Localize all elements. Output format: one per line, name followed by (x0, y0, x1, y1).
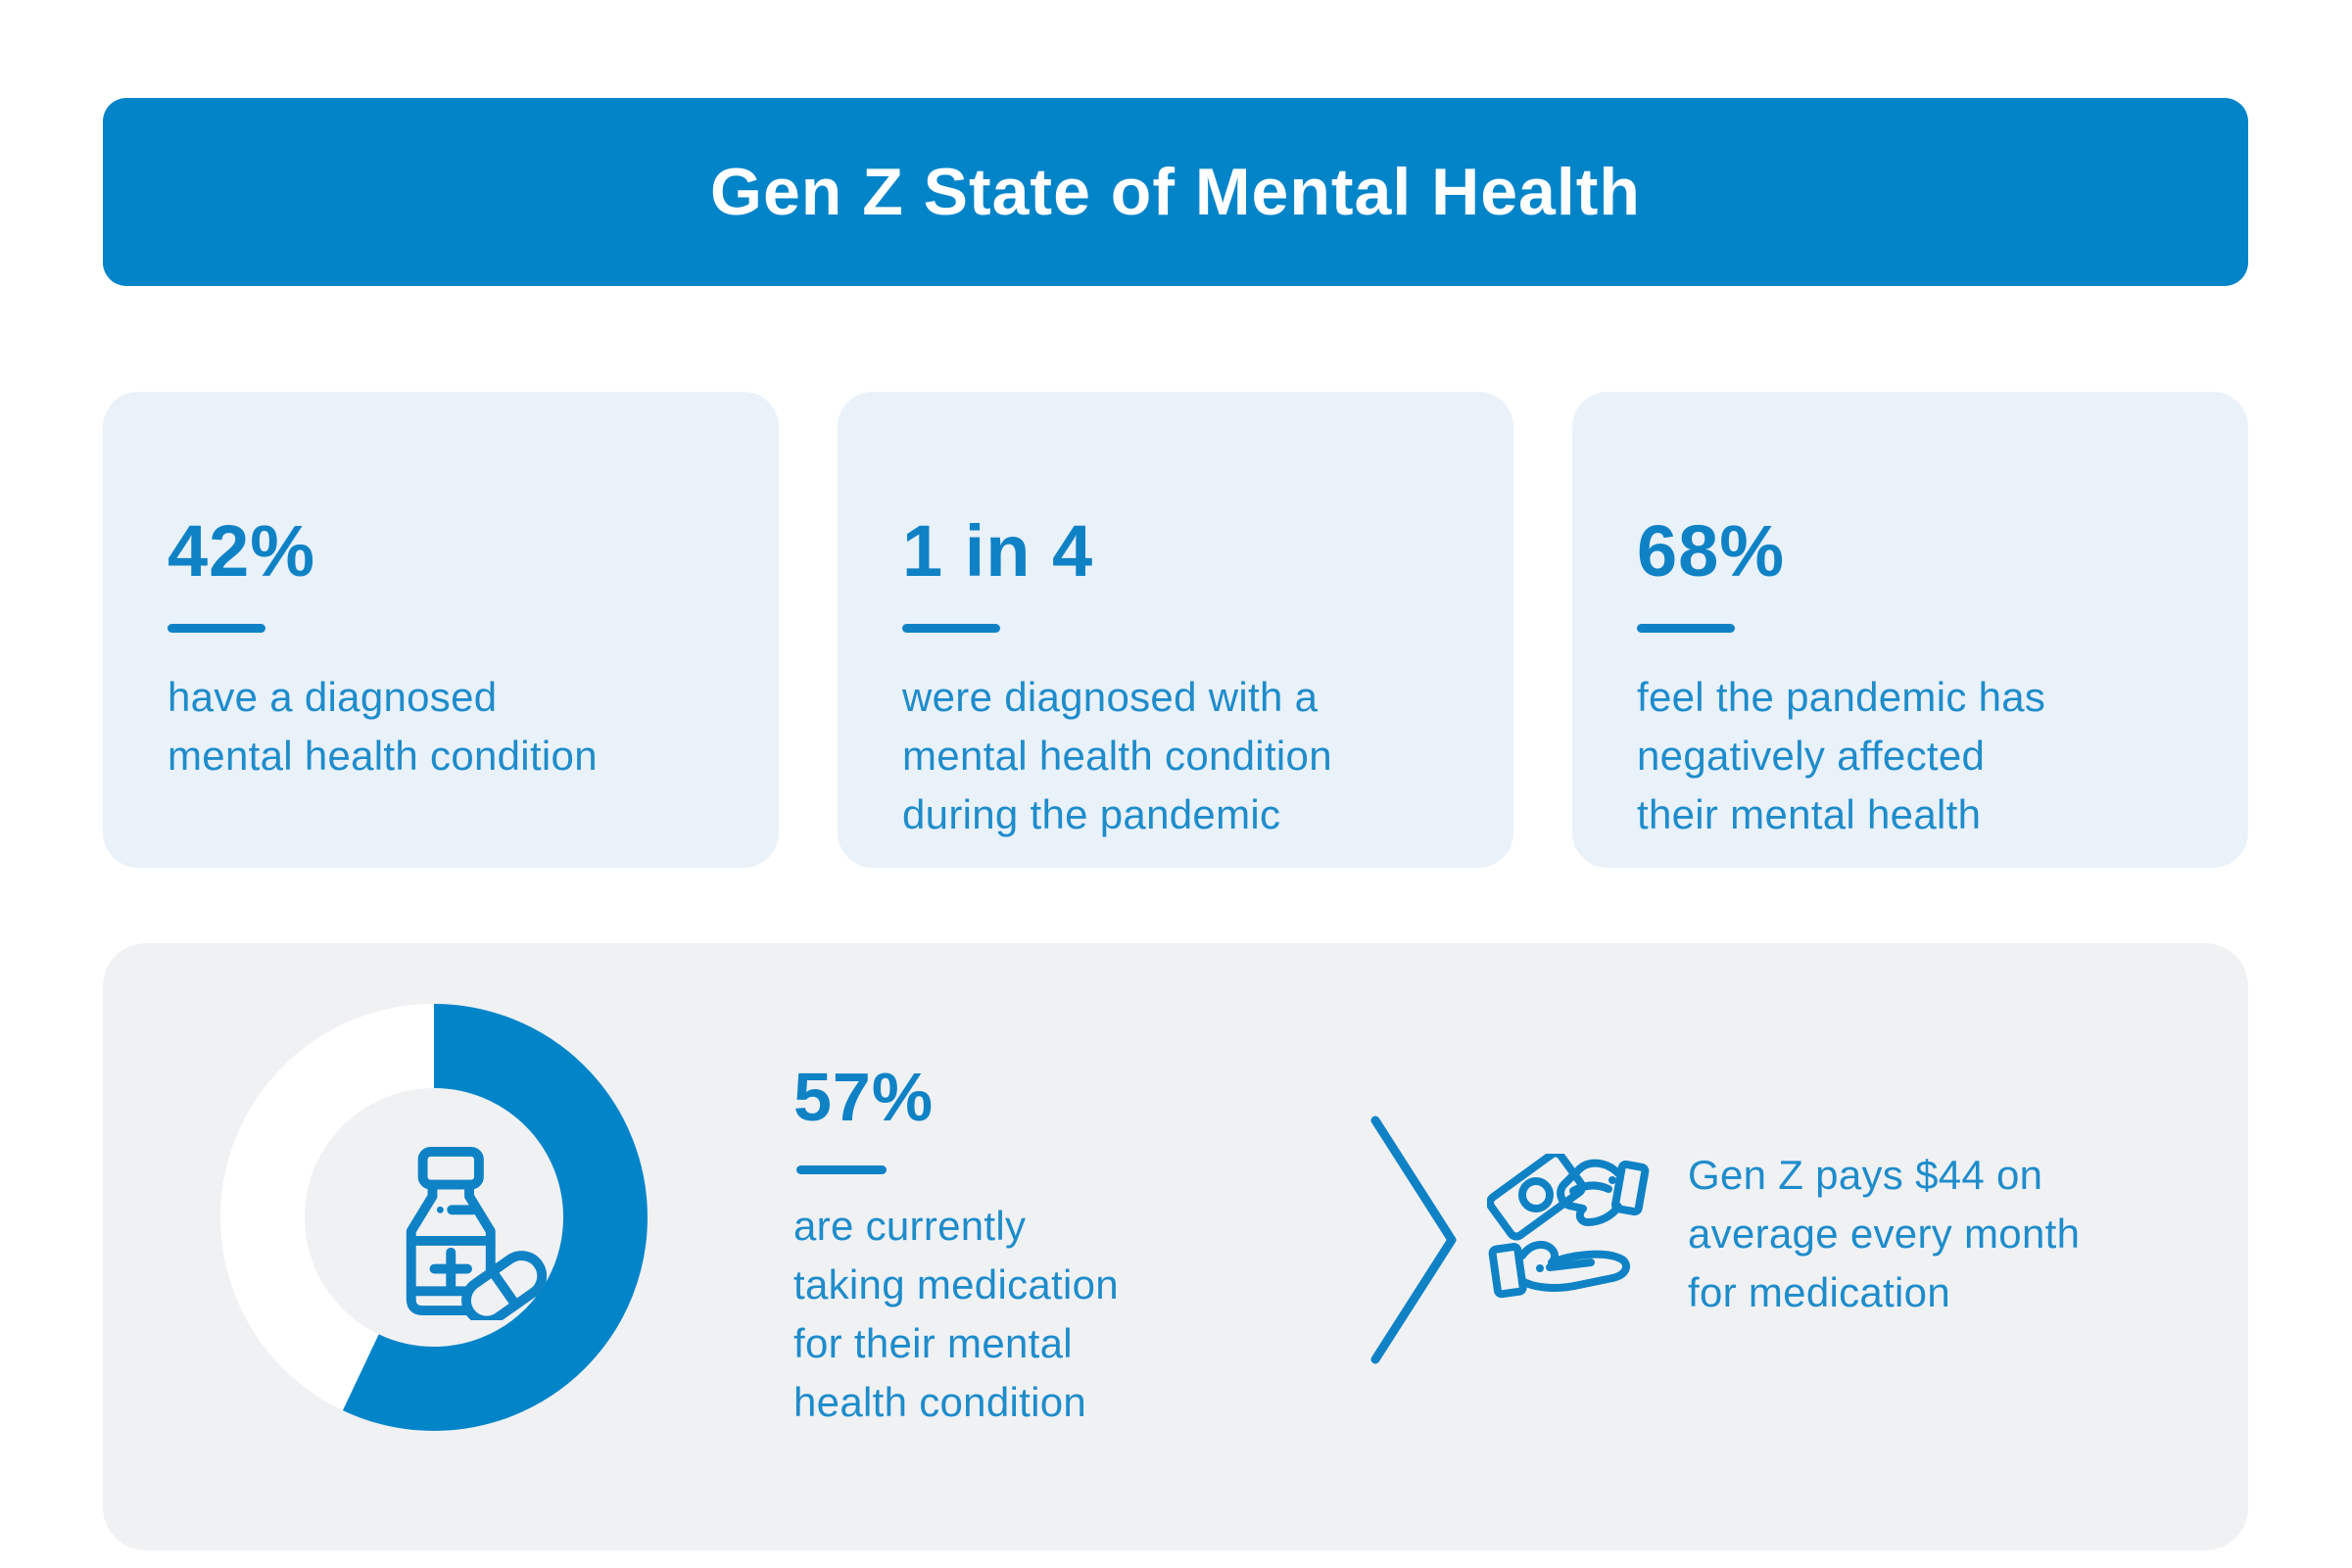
stat-underline (796, 1165, 887, 1174)
stat-value: 42% (168, 510, 316, 592)
chevron-right-icon (1370, 1116, 1457, 1364)
hands-money-icon (1487, 1154, 1650, 1299)
stat-description: feel the pandemic has negatively affecte… (1637, 674, 2046, 837)
payment-note: Gen Z pays $44 on average every month fo… (1688, 1152, 2081, 1315)
stat-underline (168, 624, 265, 633)
stat-description: were diagnosed with a mental health cond… (902, 674, 1332, 837)
pill-bottle-icon (406, 1147, 548, 1320)
stat-value: 68% (1637, 510, 1786, 592)
stat-description-medication: are currently taking medication for thei… (793, 1203, 1119, 1425)
donut-value-segment (220, 1004, 648, 1431)
stat-value-medication: 57% (793, 1059, 935, 1135)
page-title: Gen Z State of Mental Health (710, 155, 1641, 229)
stat-underline (902, 624, 1000, 633)
stat-underline (1637, 624, 1735, 633)
donut-chart-57-percent (220, 1004, 648, 1431)
stat-value: 1 in 4 (902, 510, 1094, 592)
stat-card-pandemic-diagnosis: 1 in 4 were diagnosed with a mental heal… (838, 392, 1513, 868)
stat-card-diagnosed: 42% have a diagnosed mental health condi… (103, 392, 779, 868)
stat-card-pandemic-impact: 68% feel the pandemic has negatively aff… (1572, 392, 2248, 868)
header-banner: Gen Z State of Mental Health (103, 98, 2248, 286)
stat-description: have a diagnosed mental health condition (168, 674, 598, 779)
